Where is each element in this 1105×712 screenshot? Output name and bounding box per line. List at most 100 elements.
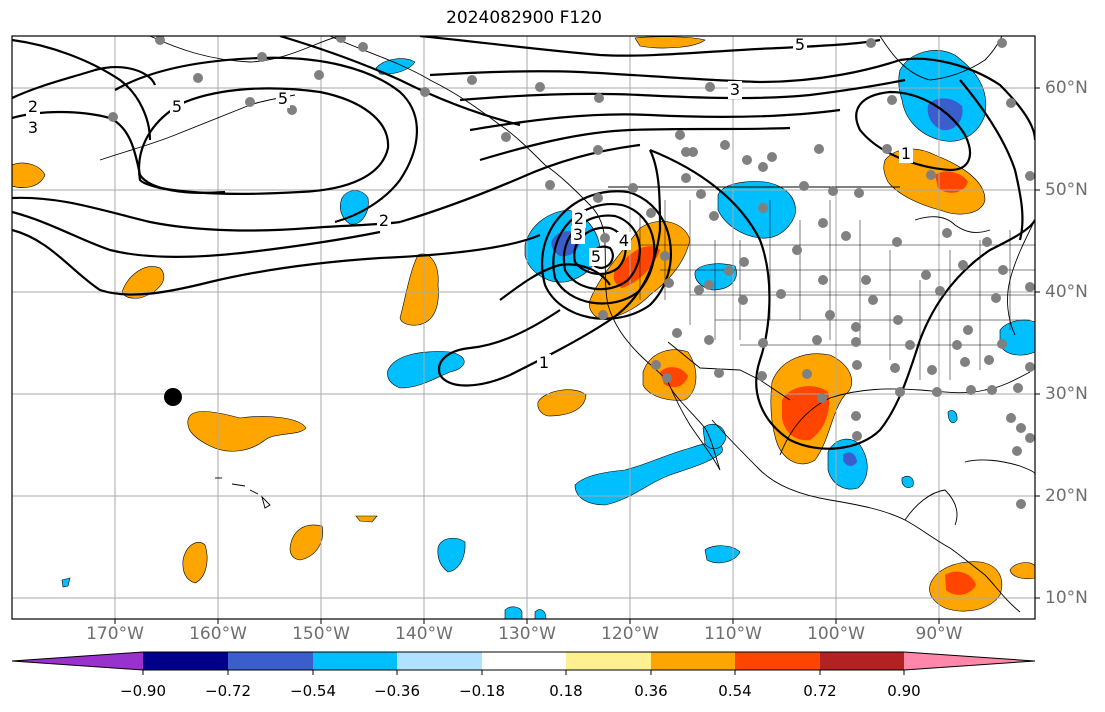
contour-label: 5: [591, 247, 601, 266]
lat-tick-label: 60°N: [1045, 78, 1088, 98]
contour-line: [899, 57, 1035, 141]
colorbar-segment: [566, 652, 651, 670]
colorbar-segment: [143, 652, 228, 670]
lon-tick-label: 110°W: [704, 624, 762, 644]
contour-label: 5: [278, 89, 288, 108]
lon-tick-label: 140°W: [395, 624, 453, 644]
contour-label: 5: [172, 97, 182, 116]
red-field: [945, 571, 976, 595]
orange-field: [399, 253, 439, 326]
central-america: [949, 547, 1021, 613]
colorbar-segment: [820, 652, 904, 670]
contour-line: [959, 79, 1024, 241]
contour-label: 3: [28, 118, 38, 137]
orange-field: [634, 36, 706, 49]
station-dots: [108, 36, 1035, 509]
canada-coast: [544, 164, 606, 246]
lon-tick-label: 160°W: [189, 624, 247, 644]
mexico-coast: [711, 419, 951, 549]
contour-line: [138, 87, 390, 195]
contour-line: [540, 190, 672, 320]
colorbar-label: −0.72: [205, 682, 251, 700]
colorbar-segment: [313, 652, 397, 670]
contour-label: 1: [539, 353, 549, 372]
red-field: [935, 171, 968, 193]
colorbar-label: 0.36: [634, 682, 668, 700]
lon-tick-label: 90°W: [915, 624, 963, 644]
colorbar-label: −0.36: [374, 682, 420, 700]
darkblue-field: [843, 452, 857, 466]
contour-line: [399, 143, 641, 224]
orange-field: [883, 148, 986, 215]
contour-label: 2: [574, 209, 584, 228]
lon-tick-label: 100°W: [807, 624, 865, 644]
contour-line: [649, 148, 1035, 450]
colorbar-label: −0.90: [120, 682, 166, 700]
contour-line: [437, 149, 662, 387]
contour-line: [12, 66, 157, 99]
graticule: [12, 36, 1035, 619]
contour-line: [419, 36, 881, 57]
blue-field: [437, 537, 466, 573]
baja-california: [667, 381, 721, 471]
colorbar-label: −0.54: [290, 682, 336, 700]
contour-line: [12, 38, 152, 141]
location-marker: [164, 388, 182, 406]
blue-field: [387, 351, 465, 389]
contour-line: [552, 202, 656, 305]
colorbar-segment: [482, 652, 566, 670]
us-border: [608, 186, 900, 401]
orange-field: [12, 162, 46, 188]
blue-field: [504, 606, 523, 619]
orange-field: [121, 266, 165, 299]
contour-line: [12, 196, 401, 232]
blue-field: [534, 609, 547, 619]
hudson-bay: [879, 36, 1003, 81]
colorbar-label: −0.18: [459, 682, 505, 700]
colorbar-label: 0.54: [718, 682, 752, 700]
cuba: [964, 459, 1035, 475]
coastlines: [99, 36, 1035, 613]
alaska-coast: [149, 36, 546, 166]
contour-lines: [12, 36, 1035, 450]
contour-label: 4: [619, 231, 629, 250]
contour-line: [479, 126, 791, 162]
lon-tick-label: 150°W: [292, 624, 350, 644]
orange-field: [182, 541, 208, 584]
great-lakes: [914, 216, 991, 233]
colorbar-segment: [397, 652, 482, 670]
contour-line: [114, 56, 419, 224]
contour-label: 3: [730, 80, 740, 99]
orange-field: [355, 515, 378, 523]
colorbar-segment: [735, 652, 820, 670]
contour-line: [12, 210, 381, 259]
orange-field: [537, 389, 587, 417]
hawaii-islands: [215, 477, 271, 509]
colorbar-segment: [651, 652, 735, 670]
map-frame: [11, 35, 1036, 620]
colorbar-segment: [12, 652, 143, 670]
colorbar-segment: [228, 652, 313, 670]
state-boundaries: [639, 200, 1035, 380]
orange-field: [289, 524, 323, 561]
lon-tick-label: 120°W: [601, 624, 659, 644]
colorbar-label: 0.72: [803, 682, 837, 700]
map-title: 2024082900 F120: [446, 8, 602, 28]
contour-line: [429, 58, 901, 84]
lat-tick-label: 50°N: [1045, 180, 1088, 200]
yucatan: [904, 489, 958, 526]
blue-field: [717, 181, 796, 239]
contour-line: [279, 36, 521, 127]
colorbar-label: 0.18: [549, 682, 583, 700]
blue-field: [702, 423, 727, 450]
colorbar-segment: [904, 652, 1035, 670]
contour-label: 1: [901, 144, 911, 163]
lat-tick-label: 10°N: [1045, 588, 1088, 608]
blue-field: [999, 319, 1035, 356]
blue-field: [901, 475, 914, 488]
blue-field: [574, 442, 723, 506]
colorbar-label: 0.90: [887, 682, 921, 700]
lat-tick-label: 40°N: [1045, 282, 1088, 302]
orange-field: [1009, 562, 1035, 580]
